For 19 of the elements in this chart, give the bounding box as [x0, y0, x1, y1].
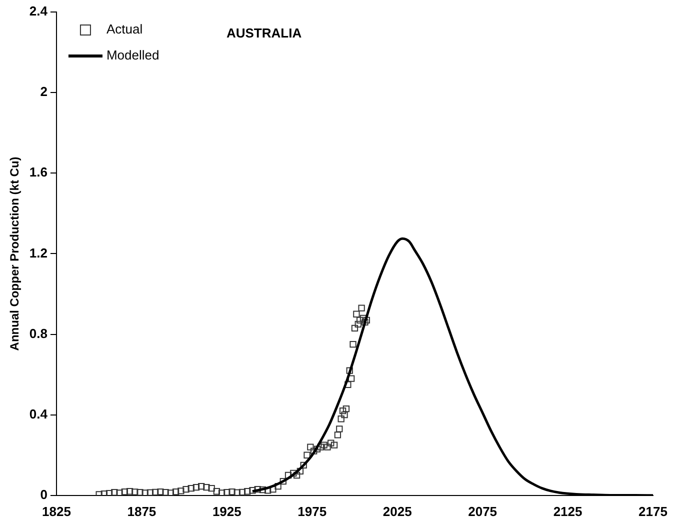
y-tick-label: 0.4 [29, 406, 48, 422]
y-tick-label: 1.6 [29, 164, 48, 180]
y-axis-title: Annual Copper Production (kt Cu) [8, 156, 22, 351]
x-tick-label: 1825 [42, 504, 71, 519]
x-tick-label: 1975 [298, 504, 327, 519]
x-tick-label: 2075 [468, 504, 498, 519]
y-tick-label: 2 [40, 84, 48, 100]
x-tick-label: 2125 [553, 504, 582, 519]
x-tick-label: 1875 [127, 504, 156, 519]
text: AUSTRALIA [226, 26, 302, 41]
y-tick-label: 0 [40, 486, 48, 502]
x-tick-label: 1925 [212, 504, 242, 519]
legend-label: Actual [106, 22, 143, 37]
y-tick-label: 1.2 [29, 245, 48, 260]
y-tick-label: 2.4 [29, 4, 48, 19]
legend-label: Modelled [106, 48, 160, 63]
y-tick-label: 0.8 [29, 326, 48, 341]
x-tick-label: 2025 [382, 504, 412, 519]
x-tick-label: 2175 [638, 504, 668, 519]
